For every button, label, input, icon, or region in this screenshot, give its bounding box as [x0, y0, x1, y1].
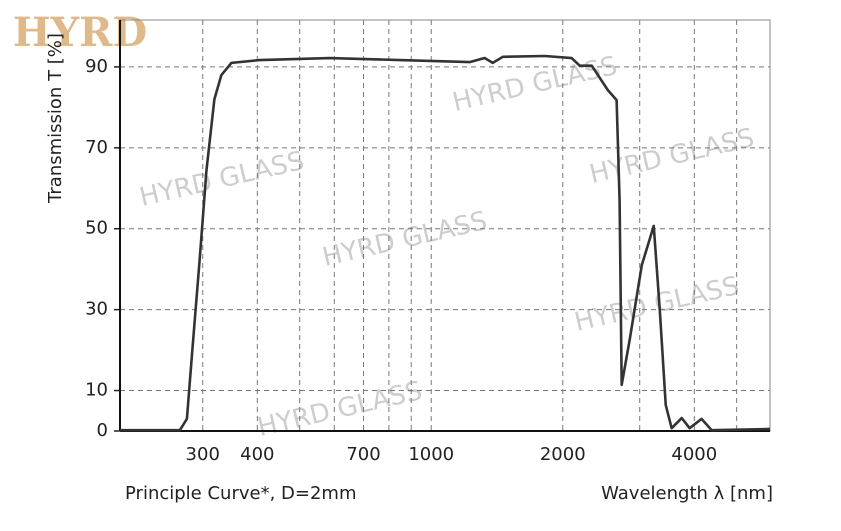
watermark: HYRD GLASS — [587, 123, 757, 190]
x-tick-label: 2000 — [540, 444, 586, 465]
y-axis-label: Transmission T [%] — [45, 33, 66, 204]
watermark: HYRD GLASS — [255, 376, 425, 443]
y-tick-label: 10 — [85, 380, 108, 401]
x-tick-label: 4000 — [671, 444, 717, 465]
x-tick-label: 700 — [346, 444, 380, 465]
transmission-curve — [120, 54, 771, 432]
y-tick-label: 90 — [85, 56, 108, 77]
y-tick-label: 0 — [97, 420, 108, 441]
y-tick-label: 30 — [85, 299, 108, 320]
x-axis-label: Wavelength λ [nm] — [601, 483, 773, 504]
caption: Principle Curve*, D=2mm — [125, 483, 356, 504]
watermark: HYRD GLASS — [320, 206, 490, 273]
y-tick-label: 70 — [85, 137, 108, 158]
watermark: HYRD GLASS — [137, 146, 307, 213]
y-tick-label: 50 — [85, 218, 108, 239]
x-tick-label: 300 — [186, 444, 220, 465]
x-tick-label: 400 — [240, 444, 274, 465]
logo: HYRD — [13, 9, 147, 56]
x-tick-label: 1000 — [408, 444, 454, 465]
